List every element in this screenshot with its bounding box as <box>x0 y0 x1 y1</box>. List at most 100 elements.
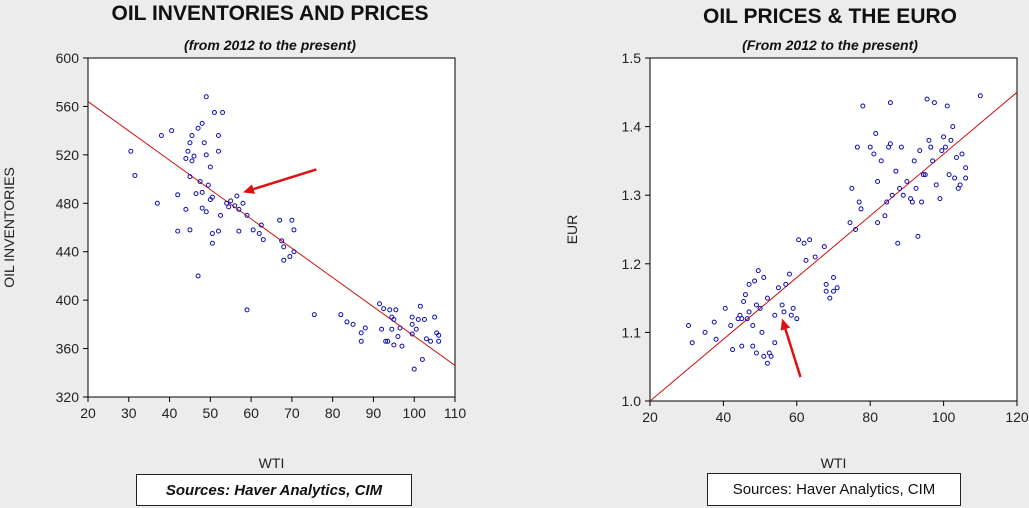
right-chart-subtitle: (From 2012 to the present) <box>742 37 918 53</box>
left-data-point <box>419 356 425 362</box>
right-data-point <box>742 292 748 298</box>
right-x-axis-label: WTI <box>821 455 847 471</box>
left-data-point <box>393 307 399 313</box>
left-data-point <box>423 336 429 342</box>
right-data-point <box>957 182 963 188</box>
right-arrow-shaft <box>784 328 802 378</box>
right-data-point <box>801 240 807 246</box>
right-arrow-head <box>780 318 791 331</box>
right-data-point <box>887 141 893 147</box>
right-data-point <box>917 148 923 154</box>
left-data-point <box>391 317 397 323</box>
right-chart-title: OIL PRICES & THE EURO <box>703 5 957 28</box>
right-data-point <box>913 185 919 191</box>
left-data-point <box>417 303 423 309</box>
left-data-point <box>432 314 438 320</box>
left-data-point <box>287 254 293 260</box>
right-data-point <box>739 343 745 349</box>
right-data-point <box>922 172 928 178</box>
left-data-point <box>175 192 181 198</box>
right-data-point <box>686 323 692 329</box>
right-data-point <box>746 281 752 287</box>
right-data-point <box>794 316 800 322</box>
left-data-point <box>379 326 385 332</box>
left-data-point <box>218 212 224 218</box>
right-data-point <box>915 233 921 239</box>
left-data-point <box>428 338 434 344</box>
right-data-point <box>867 144 873 150</box>
right-data-point <box>823 281 829 287</box>
right-data-point <box>772 340 778 346</box>
left-y-tick-label: 320 <box>56 389 80 405</box>
right-data-point <box>944 103 950 109</box>
left-data-point <box>411 366 417 372</box>
left-data-point <box>281 257 287 263</box>
right-data-point <box>728 323 734 329</box>
right-y-tick-label: 1.2 <box>622 256 642 272</box>
left-data-point <box>281 244 287 250</box>
left-data-point <box>358 330 364 336</box>
left-data-point <box>211 109 217 115</box>
left-data-point <box>215 228 221 234</box>
right-data-point <box>831 288 836 294</box>
right-data-point <box>796 237 802 243</box>
right-x-tick-label: 20 <box>642 409 658 425</box>
right-data-point <box>887 100 893 106</box>
left-data-point <box>350 321 356 327</box>
left-data-point <box>197 178 203 184</box>
left-data-point <box>277 217 283 223</box>
left-data-point <box>209 194 215 200</box>
right-data-point <box>853 227 859 232</box>
left-data-point <box>191 153 197 159</box>
left-data-point <box>201 140 207 146</box>
left-data-point <box>203 209 209 215</box>
left-data-point <box>415 317 421 323</box>
left-x-axis-label: WTI <box>259 455 285 471</box>
right-data-point <box>834 285 840 291</box>
left-data-point <box>175 228 181 234</box>
left-data-point <box>203 152 209 158</box>
left-scatter-chart: 20 30 40 50 60 70 80 90 100 110 320 360 400 440 480 520… <box>1 50 466 471</box>
left-data-point <box>199 189 205 195</box>
right-data-point <box>898 144 904 150</box>
right-data-point <box>963 175 969 181</box>
left-data-point <box>421 317 427 323</box>
left-chart-title: OIL INVENTORIES AND PRICES <box>111 2 429 25</box>
right-x-tick-label: 40 <box>716 409 732 425</box>
left-data-point <box>215 148 221 154</box>
left-data-point <box>187 227 193 233</box>
left-data-point <box>128 148 134 154</box>
left-data-point <box>391 342 397 348</box>
left-x-tick-label: 40 <box>162 405 178 421</box>
left-chart-subtitle: (from 2012 to the present) <box>184 37 356 53</box>
right-data-point <box>939 148 945 154</box>
right-data-point <box>900 192 906 198</box>
right-data-point <box>730 347 736 353</box>
left-x-tick-label: 80 <box>325 405 341 421</box>
right-data-point <box>744 316 750 322</box>
left-data-point <box>236 228 242 234</box>
left-data-point <box>385 338 391 344</box>
left-data-point <box>228 198 234 204</box>
right-trend-line <box>650 91 1017 401</box>
right-y-tick-label: 1.0 <box>622 393 642 409</box>
left-data-point <box>209 240 215 246</box>
right-data-point <box>803 257 809 263</box>
left-y-tick-label: 480 <box>56 195 80 211</box>
left-data-point <box>338 312 344 318</box>
right-data-point <box>858 206 864 212</box>
left-y-tick-label: 520 <box>56 147 80 163</box>
left-data-point <box>256 231 262 237</box>
right-data-point <box>860 103 866 109</box>
left-data-point <box>236 206 242 212</box>
left-data-point <box>250 227 256 233</box>
right-data-point <box>755 268 761 274</box>
left-data-point <box>377 301 383 307</box>
right-y-tick-label: 1.5 <box>622 50 642 66</box>
right-data-point <box>746 309 752 315</box>
left-data-point <box>195 273 201 279</box>
right-data-point <box>889 192 895 198</box>
left-data-point <box>244 212 250 218</box>
right-data-point <box>946 172 952 178</box>
right-data-point <box>753 350 759 356</box>
